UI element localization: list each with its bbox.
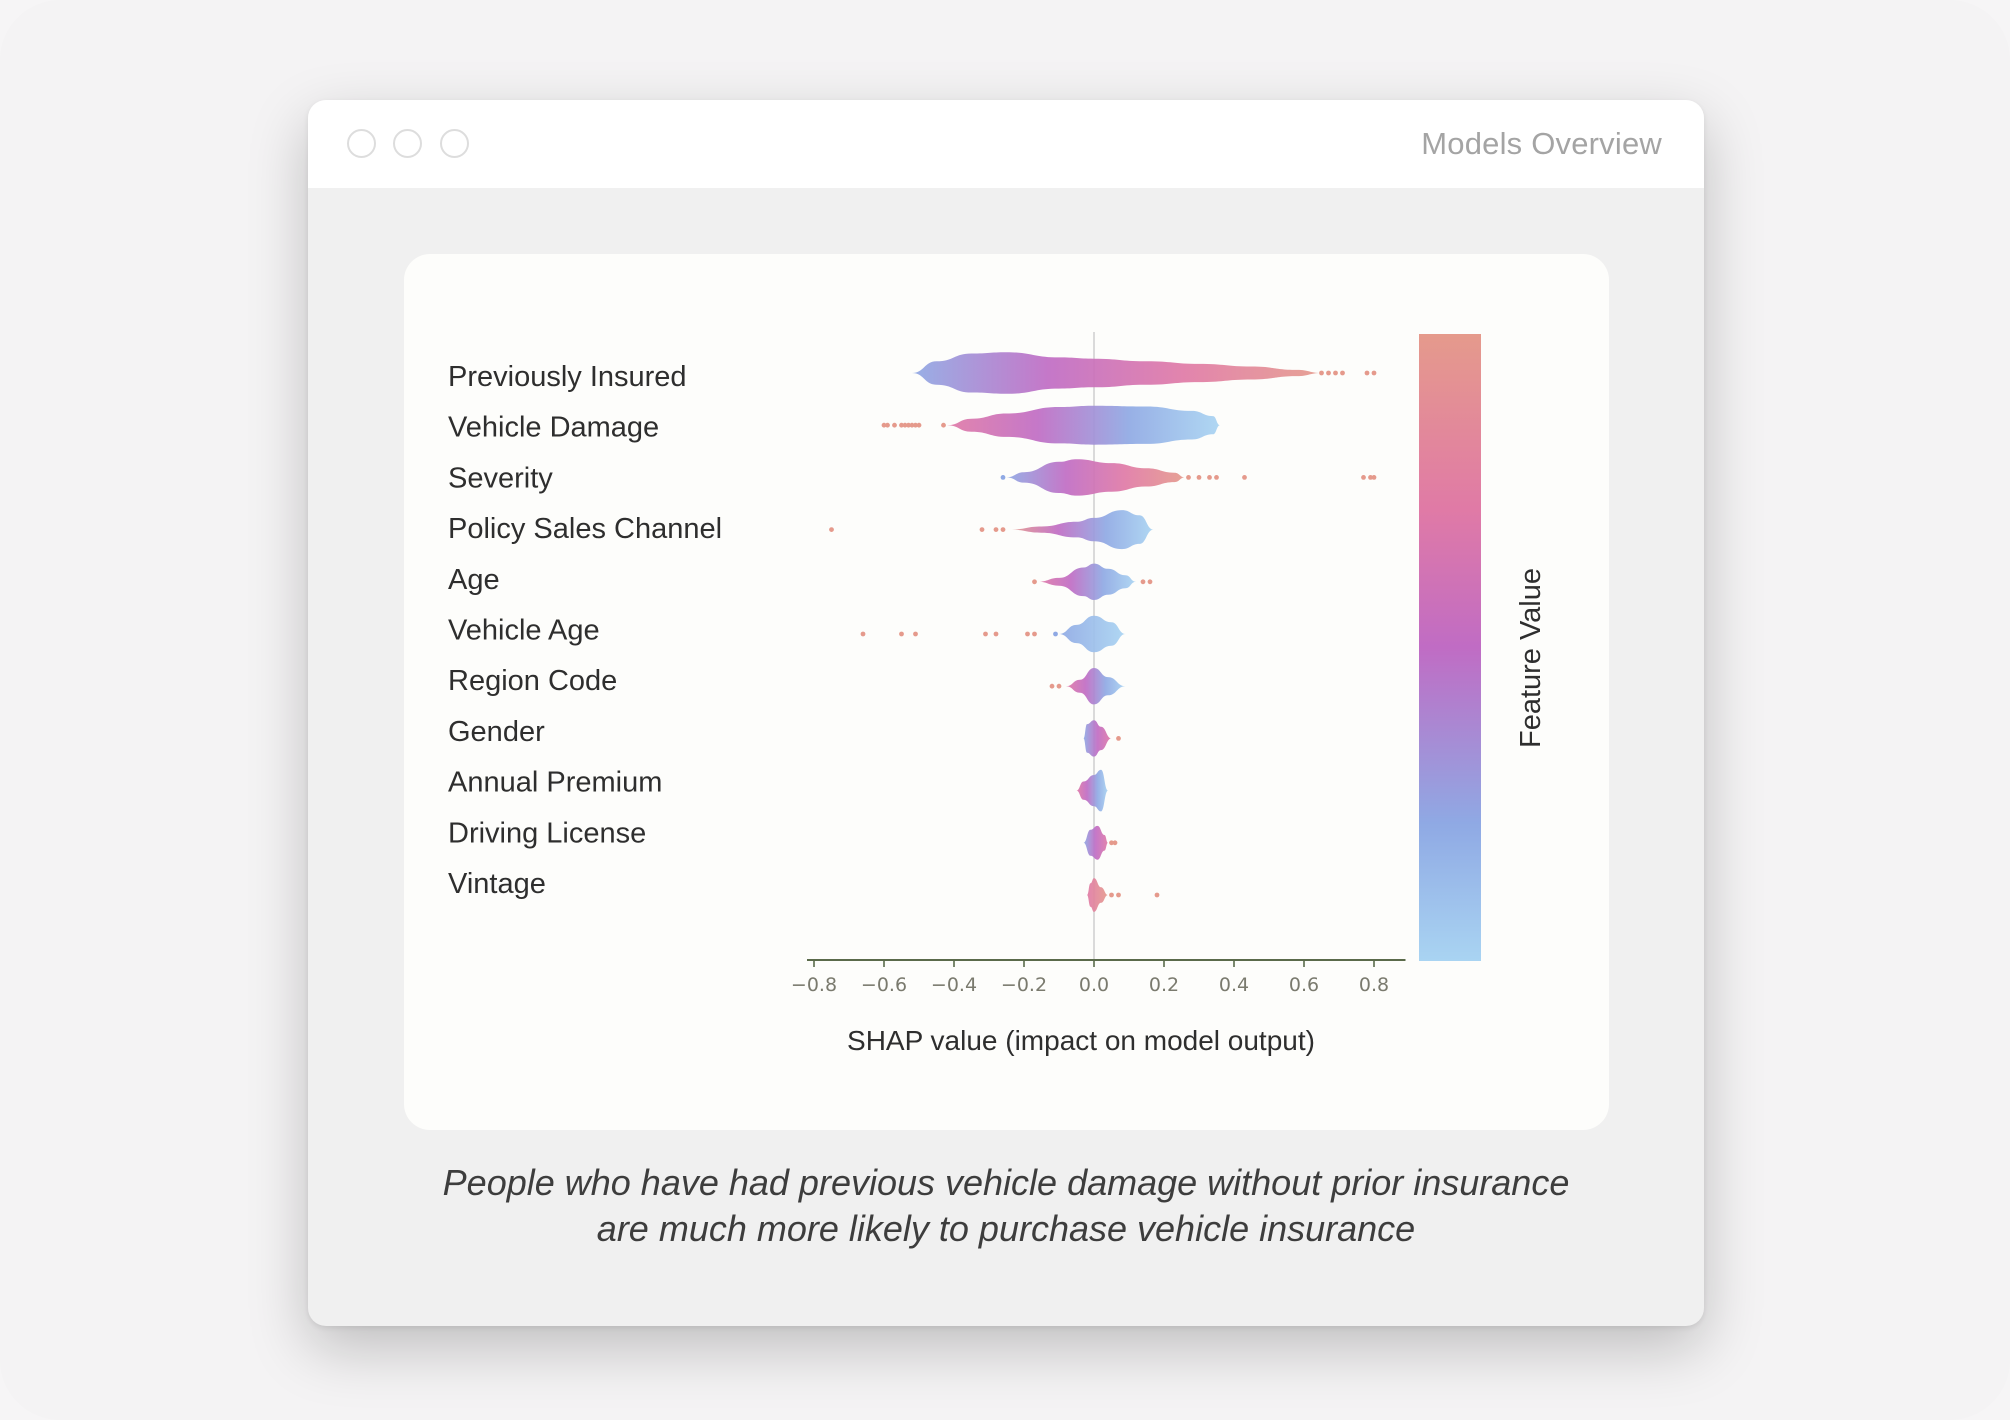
outlier-point [1109, 892, 1114, 898]
violin-shape [1010, 510, 1154, 550]
feature-label: Region Code [448, 665, 617, 697]
violin-shape [1066, 668, 1126, 705]
outlier-point [983, 631, 988, 637]
x-tick-label: 0.0 [1079, 974, 1109, 996]
x-tick-label: −0.6 [861, 974, 907, 996]
outlier-point [1371, 370, 1377, 376]
outlier-point [1109, 840, 1114, 846]
outlier-point [1340, 370, 1345, 376]
feature-label: Driving License [448, 817, 646, 849]
outlier-point [993, 527, 999, 532]
feature-labels: Previously Insured Vehicle Damage Severity… [448, 361, 722, 900]
outlier-point [1214, 475, 1219, 480]
x-axis: −0.8 −0.6 −0.4 −0.2 0.0 0.2 0.4 0.6 0.8 [791, 959, 1406, 996]
outlier-point [1186, 475, 1191, 480]
x-tick-label: 0.4 [1219, 974, 1249, 996]
violin-shape [912, 352, 1322, 394]
outlier-point [1112, 840, 1118, 846]
outlier-point [1000, 475, 1006, 480]
x-tick-label: −0.8 [791, 974, 837, 996]
outlier-point [1116, 736, 1121, 741]
violin-shape [947, 405, 1220, 445]
outlier-point [1032, 631, 1037, 637]
violin-shape [1087, 878, 1108, 912]
x-axis-title: SHAP value (impact on model output) [847, 1025, 1315, 1056]
outlier-point [1049, 683, 1055, 689]
title-bar: Models Overview [308, 100, 1704, 188]
outlier-point [1056, 683, 1062, 689]
outlier-point [881, 422, 887, 428]
feature-label: Vehicle Age [448, 615, 600, 647]
feature-label: Policy Sales Channel [448, 513, 722, 545]
outlier-point [899, 631, 904, 637]
x-tick-label: 0.6 [1289, 974, 1319, 996]
feature-label: Gender [448, 716, 545, 748]
x-tick-label: 0.2 [1149, 974, 1179, 996]
feature-label: Vintage [448, 868, 546, 900]
outlier-point [899, 422, 904, 428]
feature-label: Previously Insured [448, 361, 687, 393]
caption-line-2: are much more likely to purchase vehicle… [596, 1208, 1416, 1249]
outlier-point [1326, 370, 1331, 376]
outlier-point [993, 631, 999, 637]
outlier-point [909, 422, 915, 428]
app-window: Models Overview Previously Insured Vehicl… [308, 100, 1704, 1326]
violin-plots [829, 352, 1377, 912]
x-tick-label: 0.8 [1359, 974, 1389, 996]
outlier-point [1147, 579, 1153, 585]
x-tick-label: −0.4 [931, 974, 977, 996]
outlier-point [1364, 370, 1370, 376]
outlier-point [1116, 892, 1121, 898]
feature-value-colorbar [1419, 334, 1481, 961]
window-title: Models Overview [1421, 126, 1662, 161]
outlier-point [979, 527, 985, 532]
outlier-point [1154, 892, 1160, 898]
outlier-point [1025, 631, 1030, 637]
shap-summary-chart: Previously Insured Vehicle Damage Severity… [448, 332, 1547, 1056]
outlier-point [913, 631, 918, 637]
outlier-point [1371, 475, 1377, 480]
violin-shape [1059, 615, 1126, 653]
outlier-point [829, 527, 834, 532]
chart-card: Previously Insured Vehicle Damage Severity… [404, 254, 1609, 1130]
violin-shape [1083, 720, 1112, 757]
violin-shape [1076, 769, 1108, 812]
zoom-window-button[interactable] [440, 129, 469, 158]
outlier-point [885, 422, 890, 428]
outlier-point [892, 422, 897, 428]
outlier-point [1319, 370, 1324, 376]
feature-label: Age [448, 564, 500, 596]
feature-label: Annual Premium [448, 767, 662, 799]
outlier-point [1000, 527, 1006, 532]
close-window-button[interactable] [347, 129, 376, 158]
outlier-point [941, 422, 946, 428]
violin-shape [1006, 459, 1185, 496]
chart-caption: People who have had previous vehicle dam… [308, 1160, 1704, 1252]
minimize-window-button[interactable] [393, 129, 422, 158]
feature-label: Severity [448, 462, 553, 494]
outlier-point [1368, 475, 1373, 480]
outlier-point [1361, 475, 1366, 480]
outlier-point [1333, 370, 1338, 376]
outlier-point [913, 422, 918, 428]
outlier-point [1032, 579, 1037, 585]
x-tick-label: −0.2 [1001, 974, 1047, 996]
outlier-point [902, 422, 908, 428]
outlier-point [1207, 475, 1212, 480]
outlier-point [860, 631, 866, 637]
colorbar-label: Feature Value [1515, 568, 1547, 748]
outlier-point [906, 422, 911, 428]
outlier-point [1053, 631, 1058, 637]
outlier-point [1140, 579, 1146, 585]
outlier-point [916, 422, 922, 428]
violin-shape [1083, 825, 1108, 860]
caption-line-1: People who have had previous vehicle dam… [442, 1162, 1570, 1203]
feature-label: Vehicle Damage [448, 412, 659, 444]
outlier-point [1242, 475, 1247, 480]
violin-shape [1038, 563, 1136, 600]
outlier-point [1196, 475, 1202, 480]
